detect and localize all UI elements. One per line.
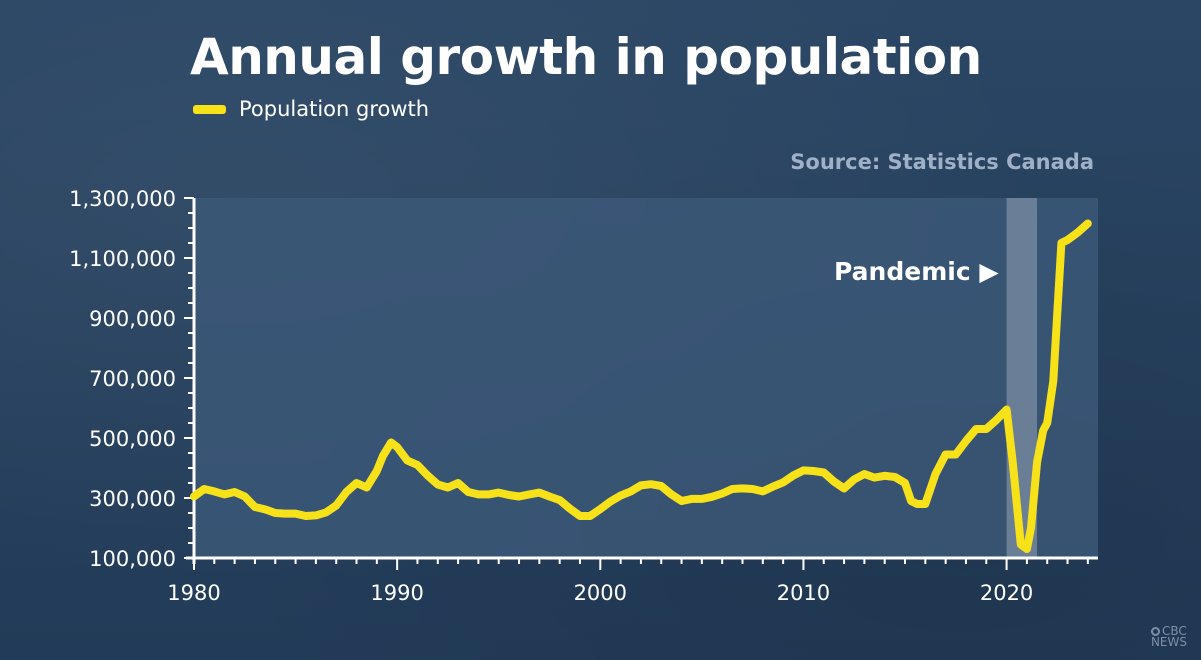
x-tick-label: 1980	[167, 581, 220, 605]
y-tick-label: 700,000	[89, 367, 176, 391]
x-tick-label: 2010	[777, 581, 830, 605]
x-tick-label: 2020	[980, 581, 1033, 605]
y-tick-label: 500,000	[89, 427, 176, 451]
y-tick-label: 1,300,000	[69, 187, 176, 211]
y-tick-label: 900,000	[89, 307, 176, 331]
plot-background	[194, 198, 1098, 558]
legend: Population growth	[193, 96, 429, 122]
logo-line1: CBC	[1161, 624, 1187, 638]
legend-label: Population growth	[239, 97, 430, 121]
y-tick-label: 1,100,000	[69, 247, 176, 271]
x-tick-label: 1990	[370, 581, 423, 605]
x-axis-ticks: 1980 1990 2000 2010 2020	[167, 558, 1089, 605]
logo-line2: NEWS	[1150, 635, 1187, 649]
chart-title: Annual growth in population	[190, 28, 982, 86]
legend-swatch	[193, 104, 226, 114]
source-note: Source: Statistics Canada	[790, 150, 1094, 174]
y-tick-label: 300,000	[89, 487, 176, 511]
x-tick-label: 2000	[574, 581, 627, 605]
cbc-news-logo: CBC NEWS	[1150, 624, 1187, 649]
y-tick-label: 100,000	[89, 547, 176, 571]
y-axis-ticks: 100,000 300,000 500,000 700,000 900,000 1,100…	[69, 187, 194, 571]
cbc-gem-icon	[1150, 627, 1160, 636]
pandemic-annotation: Pandemic ▶	[834, 257, 999, 286]
population-growth-line	[190, 219, 1092, 553]
